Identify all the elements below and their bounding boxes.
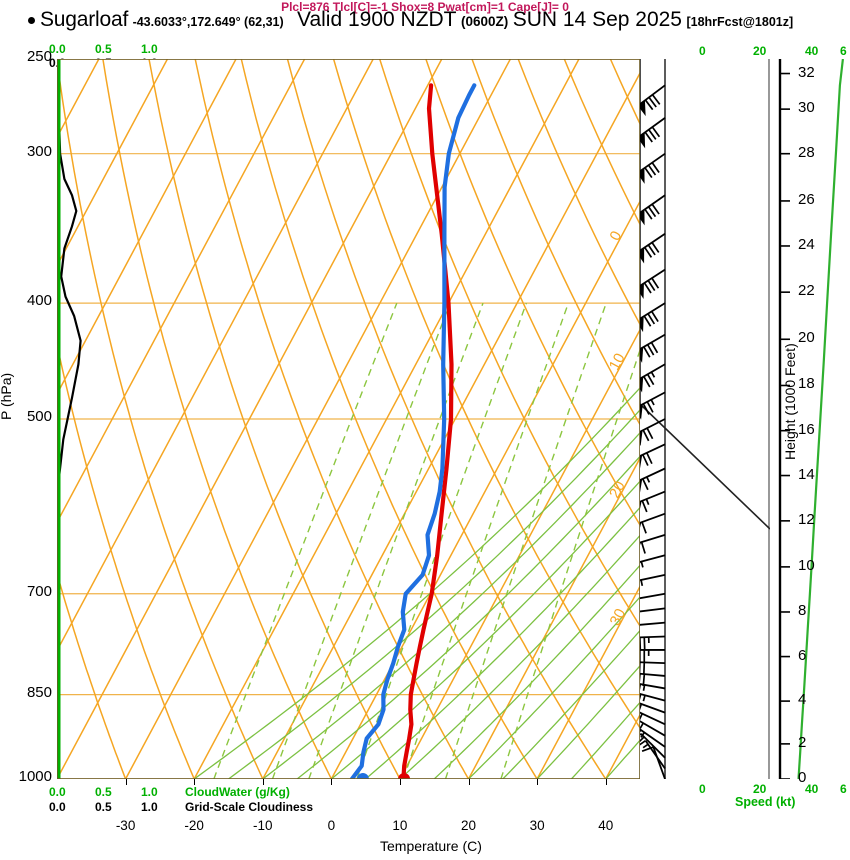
- wind-barb-panel: [628, 59, 771, 780]
- height-tick-label: 18: [798, 375, 815, 393]
- spd-tick-2: 40: [805, 44, 819, 58]
- cw-b-tick-0: 0.0: [49, 785, 66, 799]
- height-tick-label: 26: [798, 190, 815, 208]
- pressure-tick-label: 700: [26, 582, 52, 600]
- cloudiness-curve: [57, 59, 82, 779]
- height-tick-label: 10: [798, 556, 815, 574]
- pressure-tick-label: 1000: [18, 768, 52, 785]
- title-bar: Sugarloaf -43.6033°,172.649° (62,31) Val…: [0, 8, 850, 34]
- isotherm-label-right: 30: [607, 606, 630, 629]
- isotherm-label-right: 10: [606, 350, 629, 373]
- height-tick-label: 8: [798, 601, 807, 619]
- spd-tick-0: 0: [699, 44, 706, 58]
- temperature-axis-title: Temperature (C): [380, 838, 482, 854]
- wind-barb: [636, 194, 666, 226]
- height-tick-label: 22: [798, 282, 815, 300]
- height-tick-label: 20: [798, 329, 815, 347]
- height-tick-label: 16: [798, 420, 815, 438]
- valid-date: SUN 14 Sep 2025: [512, 8, 682, 31]
- height-tick-label: 0: [798, 769, 807, 786]
- valid-utc: (0600Z): [460, 14, 509, 29]
- pressure-axis-title: P (hPa): [0, 372, 14, 420]
- wind-barb: [637, 84, 666, 117]
- height-svg: [770, 58, 850, 780]
- cloudwater-legend-label: CloudWater (g/Kg): [185, 785, 290, 799]
- spd-b-tick-extra: 6: [840, 782, 847, 796]
- cc-b-tick-1: 0.5: [95, 800, 112, 814]
- cw-tick-0: 0.0: [49, 42, 66, 56]
- station-coords: -43.6033°,172.649° (62,31): [132, 15, 284, 29]
- height-tick-label: 2: [798, 733, 807, 751]
- temperature-tick: [262, 779, 264, 785]
- temperature-tick-label: 40: [598, 818, 614, 833]
- cw-tick-2: 1.0: [141, 42, 158, 56]
- temperature-tick-label: -30: [115, 818, 136, 833]
- station-dot-icon: [28, 16, 35, 24]
- height-tick-label: 6: [798, 646, 807, 664]
- pressure-tick-label: 400: [26, 292, 52, 310]
- temperature-tick-label: 20: [461, 818, 477, 833]
- cw-b-tick-2: 1.0: [141, 785, 158, 799]
- temperature-tick: [399, 779, 401, 785]
- grid-layer: 0102030123581220: [57, 59, 640, 779]
- cc-b-tick-2: 1.0: [141, 800, 158, 814]
- height-tick-label: 4: [798, 691, 807, 709]
- skewt-plot-area: 0102030123581220: [57, 59, 640, 779]
- cc-b-tick-0: 0.0: [49, 800, 66, 814]
- surface-temperature-marker: [398, 773, 411, 779]
- pressure-tick-label: 500: [26, 408, 52, 425]
- height-tick-label: 28: [798, 143, 815, 161]
- temperature-tick: [125, 779, 127, 785]
- temperature-tick: [605, 779, 607, 785]
- wind-barb-svg: [628, 59, 771, 780]
- valid-time: Valid 1900 NZDT: [297, 8, 457, 31]
- dewpoint-curve: [349, 83, 477, 779]
- pressure-tick-label: 250: [26, 48, 52, 65]
- wind-barb: [635, 333, 666, 363]
- surface-dewpoint-marker: [356, 773, 369, 779]
- height-panel: [770, 58, 850, 780]
- cw-tick-1: 0.5: [95, 42, 112, 56]
- isotherm-label-right: 20: [606, 478, 629, 501]
- pressure-tick-label: 850: [26, 683, 52, 701]
- speed-axis-title: Speed (kt): [735, 795, 796, 809]
- spd-b-tick-2: 40: [805, 782, 819, 796]
- spd-tick-1: 20: [753, 44, 767, 58]
- temperature-tick: [331, 779, 333, 785]
- height-tick-label: 24: [798, 235, 815, 253]
- temperature-tick-label: -20: [184, 818, 204, 833]
- skewt-svg: 0102030123581220: [57, 59, 640, 779]
- temperature-tick: [194, 779, 196, 785]
- height-curve: [797, 58, 844, 780]
- temperature-tick-label: 0: [327, 818, 336, 833]
- forecast-info: [18hrFcst@1801z]: [686, 15, 794, 29]
- temperature-tick-label: -10: [252, 818, 273, 833]
- height-tick-label: 14: [798, 465, 815, 483]
- spd-b-tick-0: 0: [699, 782, 706, 796]
- station-name: Sugarloaf: [40, 8, 129, 31]
- wind-barb: [636, 233, 666, 264]
- pressure-tick-label: 300: [26, 142, 52, 160]
- height-axis-title: Height (1000 Feet): [782, 343, 798, 460]
- stability-parameters: Plcl=876 Tlcl[C]=-1 Shox=8 Pwat[cm]=1 Ca…: [281, 0, 569, 14]
- temperature-tick: [537, 779, 539, 785]
- spd-b-tick-1: 20: [753, 782, 767, 796]
- height-tick-label: 30: [798, 99, 815, 117]
- height-tick-label: 12: [798, 510, 815, 528]
- cloudiness-legend-label: Grid-Scale Cloudiness: [185, 800, 314, 814]
- temperature-tick-label: 30: [529, 818, 545, 833]
- spd-tick-extra: 6: [840, 44, 847, 58]
- wind-barb: [636, 117, 666, 149]
- temperature-tick-label: 10: [392, 818, 408, 833]
- temperature-tick: [468, 779, 470, 785]
- cw-b-tick-1: 0.5: [95, 785, 112, 799]
- height-tick-label: 32: [798, 63, 815, 81]
